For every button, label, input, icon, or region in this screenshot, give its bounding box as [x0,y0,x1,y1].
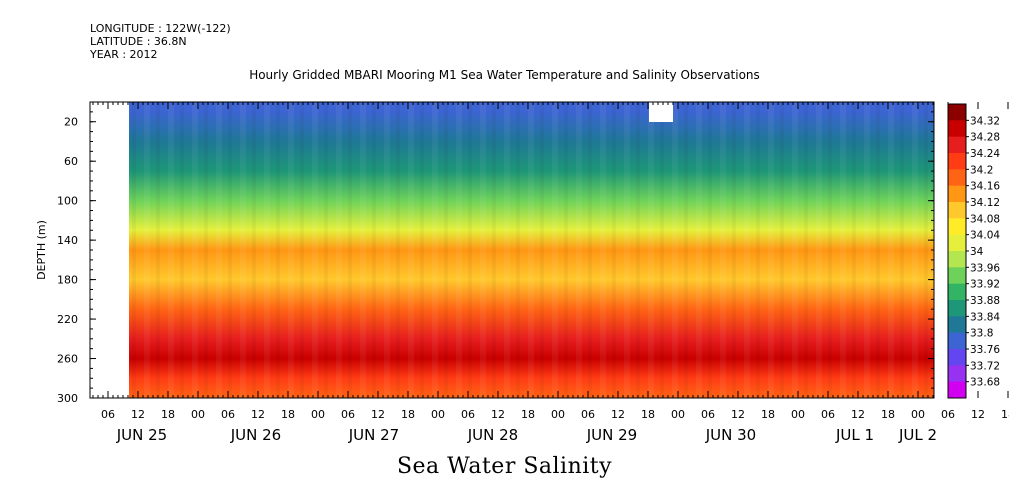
x-hour-label: 18 [401,408,415,421]
x-hour-label: 18 [521,408,535,421]
x-hour-label: 00 [671,408,685,421]
colorbar-swatch [948,153,966,170]
y-tick-label: 220 [57,313,78,326]
x-hour-label: 00 [191,408,205,421]
colorbar-label: 33.84 [970,311,1000,323]
latitude-label: LATITUDE : 36.8N [90,35,187,48]
temporal-variability [129,102,934,398]
colorbar-label: 33.96 [970,262,1000,274]
colorbar-label: 33.8 [970,328,993,340]
x-day-label: JUL 2 [898,426,937,444]
x-day-label: JUL 1 [835,426,874,444]
x-day-label: JUN 29 [586,426,637,444]
y-tick-label: 100 [57,195,78,208]
x-hour-label: 06 [941,408,955,421]
x-hour-label: 18 [761,408,775,421]
colorbar-label: 34.04 [970,230,1000,242]
colorbar-swatch [948,218,966,236]
colorbar-label: 34.08 [970,213,1000,225]
x-hour-label: 00 [311,408,325,421]
x-hour-label: 06 [701,408,715,421]
x-day-label: JUN 25 [116,426,167,444]
year-label: YEAR : 2012 [90,48,158,61]
x-hour-label: 00 [911,408,925,421]
colorbar-label: 33.88 [970,295,1000,307]
colorbar-label: 34 [970,246,984,258]
x-hour-label: 18 [281,408,295,421]
x-hour-label: 18 [641,408,655,421]
y-tick-label: 20 [64,116,78,129]
longitude-label: LONGITUDE : 122W(-122) [90,22,231,35]
x-hour-label: 12 [251,408,265,421]
colorbar: 34.32 34.28 34.24 34.2 34.16 34.12 34.08 34.04 3… [947,103,1000,399]
x-day-label: JUN 28 [467,426,518,444]
x-day-label: JUN 26 [230,426,281,444]
x-hour-label: 12 [131,408,145,421]
x-hour-label: 06 [101,408,115,421]
colorbar-label: 33.68 [970,377,1000,389]
x-hour-label: 18 [1001,408,1009,421]
x-day-label: JUN 27 [348,426,399,444]
x-hour-label: 00 [551,408,565,421]
colorbar-label: 34.12 [970,197,1000,209]
x-hour-label: 06 [221,408,235,421]
x-hour-label: 12 [371,408,385,421]
colorbar-swatch [948,202,966,219]
x-hour-label: 06 [821,408,835,421]
x-hour-label: 12 [491,408,505,421]
colorbar-label: 34.2 [970,164,993,176]
colorbar-label: 34.24 [970,148,1000,160]
colorbar-swatch [948,104,966,121]
y-tick-label: 300 [57,392,78,405]
colorbar-swatch [948,169,966,187]
colorbar-swatch [948,267,966,285]
colorbar-swatch [948,120,966,138]
x-hour-label: 06 [341,408,355,421]
x-hour-label: 12 [611,408,625,421]
colorbar-swatch [948,185,966,203]
colorbar-label: 33.76 [970,344,1000,356]
variable-label: Sea Water Salinity [396,454,613,479]
colorbar-swatch [948,349,966,366]
x-axis: 06 12 18 00 06 12 18 00 06 12 18 00 06 12 18 00 06 12 18 00… [101,102,1009,444]
x-hour-label: 00 [791,408,805,421]
x-hour-label: 18 [161,408,175,421]
colorbar-label: 33.92 [970,279,1000,291]
missing-data-patch [649,102,673,122]
y-tick-label: 60 [64,155,78,168]
x-hour-label: 06 [581,408,595,421]
colorbar-label: 34.28 [970,132,1000,144]
chart-metadata: LONGITUDE : 122W(-122) LATITUDE : 36.8N … [90,22,231,61]
y-axis: 20 60 100 140 180 220 260 300 DEPTH (m) [35,111,934,405]
colorbar-swatch [948,332,966,350]
colorbar-swatch [948,381,966,399]
x-hour-label: 06 [461,408,475,421]
colorbar-swatch [948,234,966,252]
colorbar-label: 33.72 [970,360,1000,372]
x-hour-label: 00 [431,408,445,421]
heatmap-area [90,102,934,398]
x-hour-label: 12 [731,408,745,421]
colorbar-label: 34.16 [970,181,1000,193]
colorbar-swatch [948,283,966,301]
x-hour-label: 12 [851,408,865,421]
y-tick-label: 140 [57,234,78,247]
colorbar-swatch [948,136,966,154]
x-hour-label: 12 [971,408,985,421]
y-tick-label: 180 [57,274,78,287]
x-day-label: JUN 30 [705,426,756,444]
colorbar-swatch [948,316,966,334]
colorbar-swatch [948,365,966,383]
colorbar-swatch [948,251,966,268]
y-tick-label: 260 [57,353,78,366]
x-hour-label: 18 [881,408,895,421]
colorbar-label: 34.32 [970,115,1000,127]
colorbar-swatch [948,300,966,317]
chart-title: Hourly Gridded MBARI Mooring M1 Sea Wate… [249,68,760,82]
y-axis-label: DEPTH (m) [35,220,48,280]
